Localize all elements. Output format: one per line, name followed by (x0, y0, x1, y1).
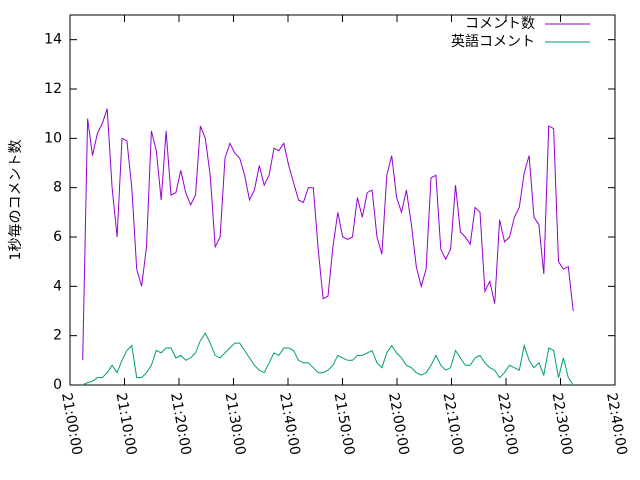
y-tick-label: 12 (44, 81, 62, 97)
y-axis-label: 1秒毎のコメント数 (8, 140, 24, 261)
x-tick-label: 21:50:00 (331, 392, 358, 457)
x-tick-label: 21:10:00 (113, 392, 140, 457)
x-tick-label: 22:40:00 (603, 392, 630, 457)
series-line (82, 332, 574, 386)
x-tick-label: 21:40:00 (276, 392, 303, 457)
x-tick-label: 21:30:00 (222, 392, 249, 457)
y-tick-label: 10 (44, 130, 62, 146)
x-tick-label: 21:20:00 (167, 392, 194, 457)
y-tick-label: 4 (53, 278, 62, 294)
x-tick-label: 22:10:00 (440, 392, 467, 457)
y-tick-label: 2 (53, 328, 62, 344)
plot-border (69, 14, 616, 386)
x-tick-label: 22:20:00 (494, 392, 521, 457)
x-tick-label: 22:30:00 (549, 392, 576, 457)
y-tick-label: 8 (53, 180, 62, 196)
y-tick-label: 6 (53, 229, 62, 245)
y-tick-label: 0 (53, 377, 62, 393)
series-line (82, 108, 574, 361)
x-tick-label: 22:00:00 (385, 392, 412, 457)
x-tick-label: 21:00:00 (58, 392, 85, 457)
legend-label: 英語コメント (451, 33, 535, 50)
y-tick-label: 14 (44, 32, 62, 48)
legend-label: コメント数 (465, 16, 535, 32)
